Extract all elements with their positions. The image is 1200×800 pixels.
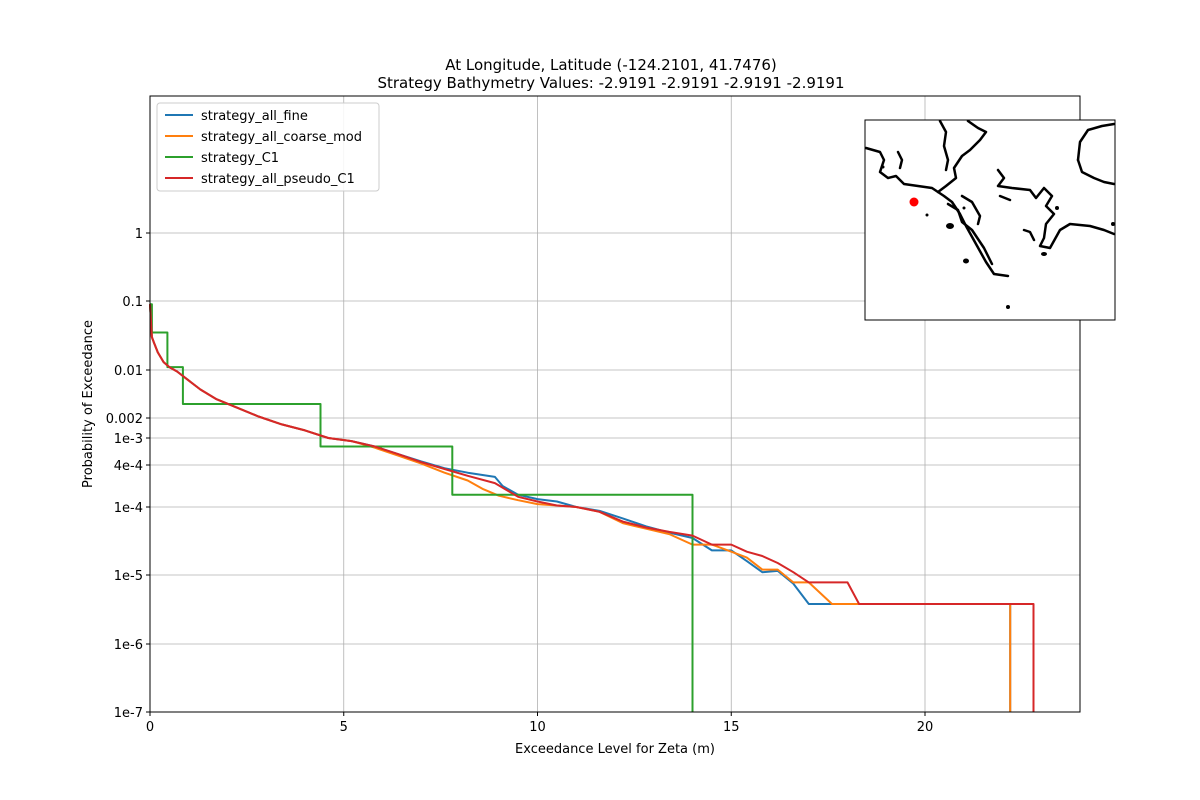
y-tick-label: 0.01 (114, 364, 143, 379)
y-tick-label: 4e-4 (114, 459, 143, 474)
y-tick-label: 1e-4 (114, 501, 143, 516)
x-tick-label: 15 (723, 720, 740, 735)
x-tick-label: 5 (340, 720, 348, 735)
x-axis-ticks: 0 5 10 15 20 (146, 712, 933, 735)
x-tick-label: 20 (917, 720, 934, 735)
y-axis-label: Probability of Exceedance (81, 320, 96, 488)
legend-label-all-fine: strategy_all_fine (201, 109, 308, 124)
y-axis-ticks: 1 0.1 0.01 0.002 1e-3 4e-4 1e-4 1e-5 1e-6 1e-7 (106, 227, 150, 721)
chart-title: At Longitude, Latitude (-124.2101, 41.74… (445, 56, 777, 74)
location-marker (909, 197, 919, 207)
y-tick-label: 1e-6 (114, 638, 143, 653)
legend-label-all-coarse-mod: strategy_all_coarse_mod (201, 130, 362, 145)
legend-label-all-pseudo-c1: strategy_all_pseudo_C1 (201, 172, 355, 187)
chart-subtitle: Strategy Bathymetry Values: -2.9191 -2.9… (377, 74, 844, 92)
x-axis-label: Exceedance Level for Zeta (m) (515, 742, 715, 757)
x-tick-label: 10 (529, 720, 546, 735)
y-tick-label: 0.1 (122, 295, 143, 310)
y-tick-label: 1e-3 (114, 432, 143, 447)
legend-label-c1: strategy_C1 (201, 151, 279, 166)
series-line-strategy-all-pseudo-C1 (149, 304, 1035, 712)
legend: strategy_all_fine strategy_all_coarse_mo… (156, 102, 380, 192)
coastline-lines (864, 119, 1116, 278)
y-tick-label: 1e-7 (114, 706, 143, 721)
y-tick-label: 1 (135, 227, 143, 242)
plot-frame (149, 95, 1081, 713)
inset-map (864, 119, 1116, 321)
inset-map-frame (864, 119, 1116, 321)
legend-box (156, 102, 380, 192)
series-lines (149, 303, 1035, 712)
coastline-islands (881, 165, 1115, 309)
y-tick-label: 0.002 (106, 412, 143, 427)
y-tick-label: 1e-5 (114, 569, 143, 584)
plot-area: 0 5 10 15 20 1 0.1 0.01 0.002 1e-3 4e-4 1e-4 1e-5 1e… (106, 95, 1081, 735)
x-tick-label: 0 (146, 720, 154, 735)
